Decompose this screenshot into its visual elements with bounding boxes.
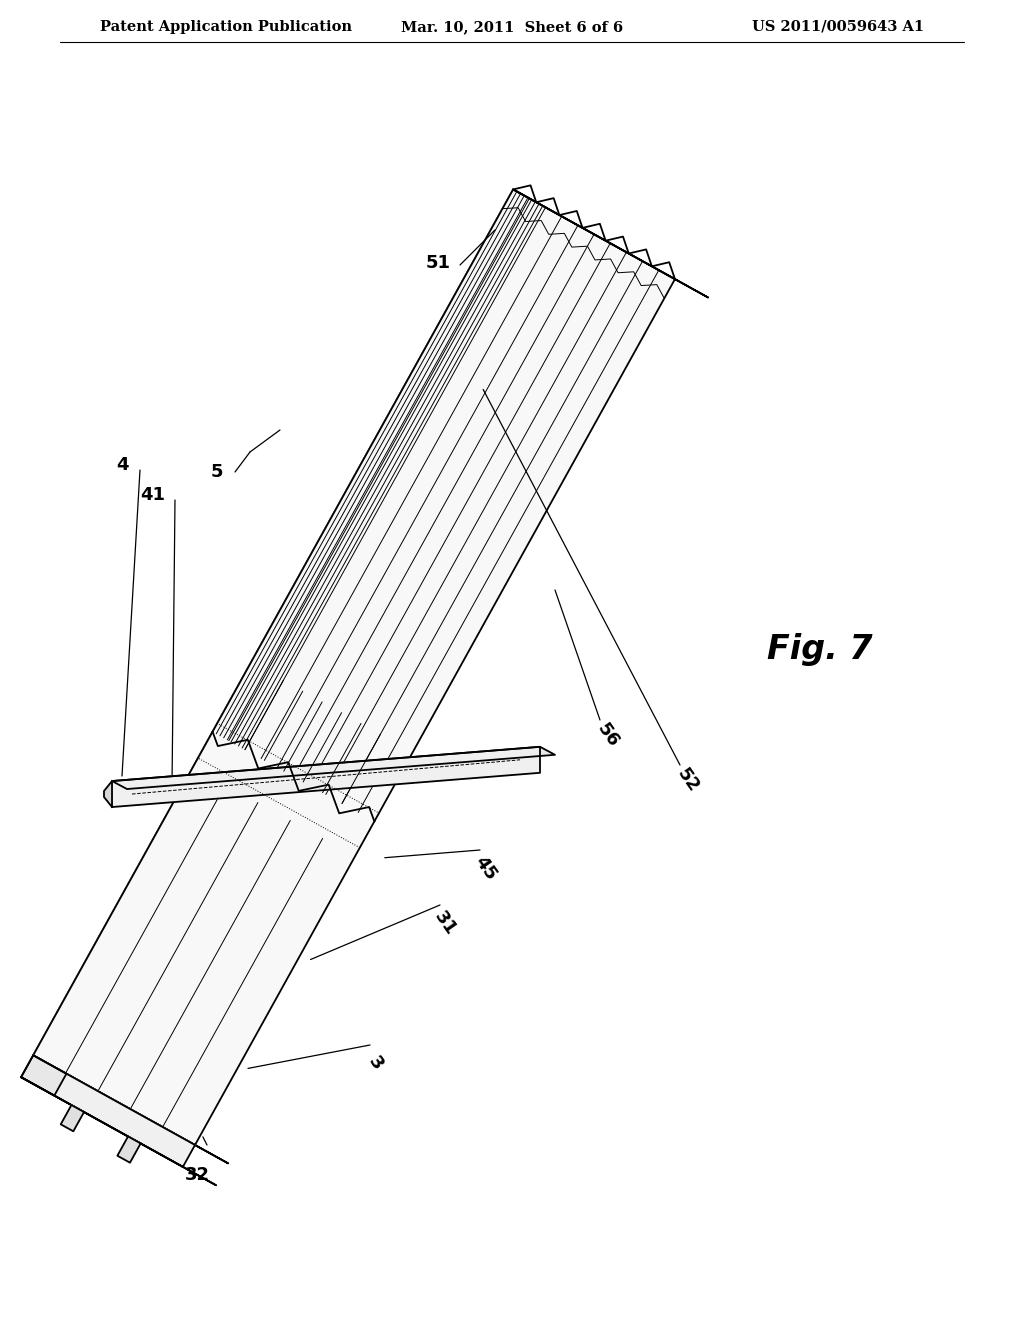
Text: 32: 32: [184, 1166, 210, 1184]
Text: Fig. 7: Fig. 7: [767, 634, 872, 667]
Text: 56: 56: [594, 719, 623, 750]
Polygon shape: [104, 781, 112, 807]
Text: 4: 4: [116, 455, 128, 474]
Text: 51: 51: [426, 253, 451, 272]
Text: 3: 3: [365, 1053, 386, 1073]
Text: 41: 41: [140, 486, 166, 504]
Polygon shape: [513, 190, 709, 297]
Polygon shape: [112, 747, 555, 789]
Polygon shape: [33, 1055, 228, 1163]
Polygon shape: [33, 190, 547, 1073]
Text: 5: 5: [211, 463, 223, 480]
Text: 52: 52: [674, 764, 702, 796]
Text: 45: 45: [470, 853, 500, 883]
Text: 31: 31: [430, 908, 460, 939]
Polygon shape: [22, 1077, 216, 1185]
Text: US 2011/0059643 A1: US 2011/0059643 A1: [752, 20, 924, 34]
Polygon shape: [118, 1137, 140, 1163]
Text: Mar. 10, 2011  Sheet 6 of 6: Mar. 10, 2011 Sheet 6 of 6: [401, 20, 623, 34]
Polygon shape: [22, 1055, 67, 1096]
Text: Patent Application Publication: Patent Application Publication: [100, 20, 352, 34]
Polygon shape: [22, 1055, 195, 1167]
Polygon shape: [112, 747, 540, 807]
Polygon shape: [33, 190, 675, 1144]
Polygon shape: [60, 1105, 84, 1131]
